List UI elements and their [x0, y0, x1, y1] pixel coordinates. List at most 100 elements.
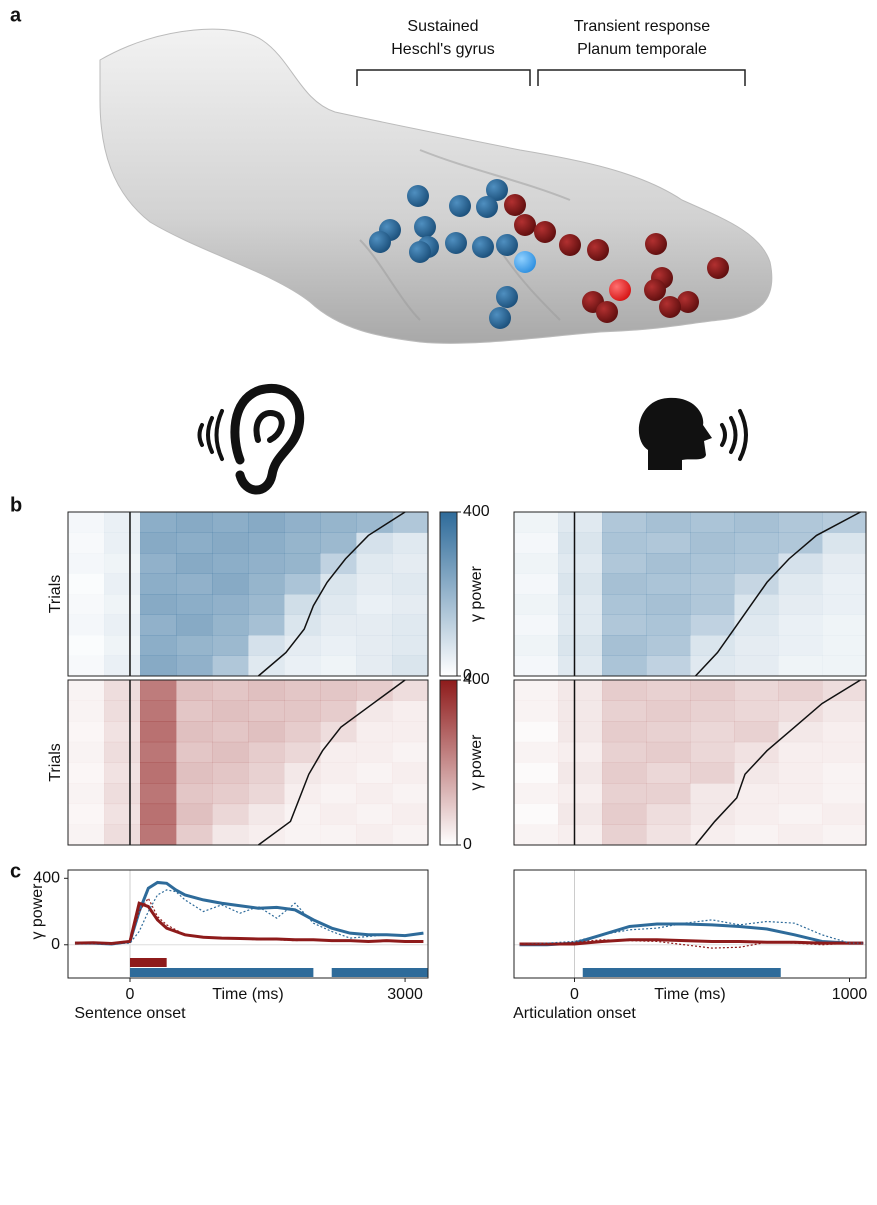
- heat-cell: [104, 656, 140, 677]
- heat-cell: [140, 742, 176, 763]
- heat-cell: [248, 804, 284, 825]
- heat-cell: [212, 701, 248, 722]
- heat-cell: [284, 574, 320, 595]
- heat-cell: [176, 763, 212, 784]
- heat-cell: [392, 721, 428, 742]
- heat-cell: [392, 763, 428, 784]
- series-line: [75, 882, 423, 943]
- heat-cell: [514, 721, 558, 742]
- heat-cell: [778, 635, 822, 656]
- heat-cell: [734, 804, 778, 825]
- y-tick-label: 0: [51, 936, 60, 953]
- heat-cell: [558, 680, 602, 701]
- heat-cell: [104, 615, 140, 636]
- heat-cell: [140, 763, 176, 784]
- heat-cell: [248, 824, 284, 845]
- heat-cell: [822, 824, 866, 845]
- heat-cell: [778, 615, 822, 636]
- heat-cell: [734, 635, 778, 656]
- heat-cell: [140, 783, 176, 804]
- heat-cell: [356, 680, 392, 701]
- heat-cell: [176, 574, 212, 595]
- heat-cell: [734, 615, 778, 636]
- heat-cell: [514, 742, 558, 763]
- heat-cell: [602, 804, 646, 825]
- heat-cell: [602, 680, 646, 701]
- heat-cell: [68, 512, 104, 533]
- heat-cell: [778, 783, 822, 804]
- heat-cell: [392, 701, 428, 722]
- heat-cell: [248, 701, 284, 722]
- heat-cell: [356, 656, 392, 677]
- x-axis-label: Time (ms): [654, 986, 725, 1003]
- heat-cell: [690, 824, 734, 845]
- heat-cell: [284, 553, 320, 574]
- heat-cell: [602, 533, 646, 554]
- heat-cell: [104, 594, 140, 615]
- heat-cell: [822, 615, 866, 636]
- colorbar: [440, 680, 457, 845]
- heat-cell: [320, 783, 356, 804]
- heat-cell: [558, 721, 602, 742]
- heat-cell: [356, 742, 392, 763]
- heat-cell: [690, 553, 734, 574]
- heat-cell: [646, 656, 690, 677]
- heat-cell: [558, 656, 602, 677]
- x-tick-label: 1000: [832, 986, 868, 1003]
- heat-cell: [514, 615, 558, 636]
- heat-cell: [558, 783, 602, 804]
- heat-cell: [778, 742, 822, 763]
- heat-cell: [68, 763, 104, 784]
- heat-cell: [212, 594, 248, 615]
- speaker-icon: [639, 398, 746, 470]
- series-line: [75, 898, 423, 944]
- heat-cell: [104, 574, 140, 595]
- heat-cell: [558, 804, 602, 825]
- heat-cell: [514, 804, 558, 825]
- heat-cell: [690, 512, 734, 533]
- heat-cell: [248, 680, 284, 701]
- heat-cell: [646, 701, 690, 722]
- heat-cell: [356, 804, 392, 825]
- heat-cell: [68, 594, 104, 615]
- heat-cell: [176, 701, 212, 722]
- heat-cell: [646, 824, 690, 845]
- heat-cell: [140, 656, 176, 677]
- heat-cell: [392, 804, 428, 825]
- region-brackets: [357, 70, 745, 86]
- heat-cell: [284, 701, 320, 722]
- heat-cell: [514, 512, 558, 533]
- heat-cell: [356, 721, 392, 742]
- heat-cell: [176, 615, 212, 636]
- colorbar: [440, 512, 457, 676]
- heat-cell: [514, 533, 558, 554]
- heat-cell: [320, 824, 356, 845]
- heat-cell: [212, 742, 248, 763]
- heat-cell: [646, 804, 690, 825]
- heat-cell: [356, 701, 392, 722]
- heat-cell: [248, 783, 284, 804]
- heat-cell: [602, 656, 646, 677]
- heat-cell: [558, 574, 602, 595]
- heat-cell: [176, 512, 212, 533]
- ear-icon: [200, 388, 300, 490]
- heat-cell: [392, 553, 428, 574]
- heat-cell: [176, 804, 212, 825]
- significance-bar: [583, 968, 781, 977]
- heat-cell: [646, 783, 690, 804]
- figure: a b c Sustained Heschl's gyrus Transient…: [0, 0, 877, 1200]
- heat-cell: [356, 763, 392, 784]
- heat-cell: [104, 701, 140, 722]
- heat-cell: [356, 635, 392, 656]
- plot-frame: [68, 870, 428, 978]
- heat-cell: [558, 533, 602, 554]
- heat-cell: [558, 635, 602, 656]
- heat-cell: [356, 594, 392, 615]
- heat-cell: [392, 783, 428, 804]
- heat-cell: [104, 742, 140, 763]
- heat-cell: [140, 512, 176, 533]
- heat-cell: [320, 635, 356, 656]
- heat-cell: [690, 533, 734, 554]
- heat-cell: [104, 680, 140, 701]
- heat-cell: [104, 533, 140, 554]
